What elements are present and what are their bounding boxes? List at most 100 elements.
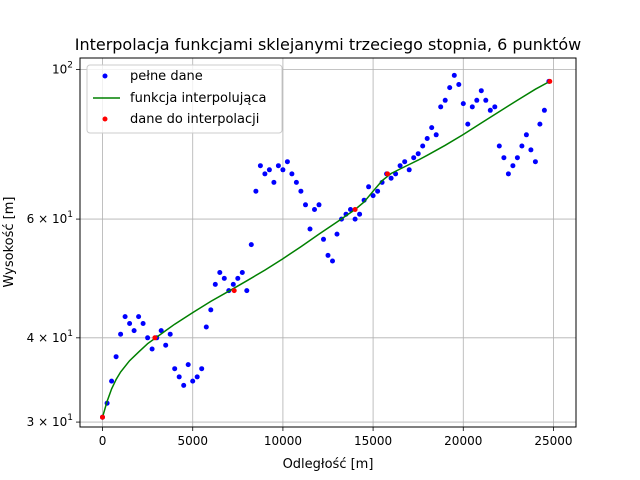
data-point-full <box>230 281 236 287</box>
data-point-full <box>370 193 376 199</box>
data-point-node <box>385 171 390 177</box>
data-point-full <box>465 121 471 127</box>
data-point-full <box>496 143 502 149</box>
legend-label-full-data: pełne dane <box>130 69 203 84</box>
data-point-full <box>460 101 466 107</box>
data-point-full <box>330 258 335 264</box>
data-point-full <box>239 270 245 275</box>
y-tick-base: 4 × 10 <box>27 331 68 345</box>
plot-series <box>100 72 553 420</box>
grid <box>80 58 576 427</box>
data-point-full <box>136 314 142 320</box>
legend: pełne dane funkcja interpolująca dane do… <box>86 64 283 134</box>
data-point-full <box>519 143 525 149</box>
data-point-full <box>523 132 529 138</box>
data-point-full <box>158 328 164 334</box>
data-point-full <box>334 231 340 237</box>
data-point-full <box>420 143 426 149</box>
data-point-full <box>487 107 493 113</box>
data-point-full <box>514 155 520 161</box>
data-point-full <box>244 288 250 294</box>
data-point-full <box>528 147 534 153</box>
data-point-full <box>415 151 421 157</box>
y-tick-base: 6 × 10 <box>27 212 68 226</box>
data-point-full <box>474 97 480 103</box>
x-tick-label: 15000 <box>354 434 392 448</box>
data-point-full <box>469 104 475 110</box>
data-point-full <box>271 179 277 185</box>
y-tick-base: 10 <box>52 62 67 76</box>
data-point-full <box>298 188 304 194</box>
legend-marker-nodes <box>102 116 108 122</box>
legend-label-nodes: dane do interpolacji <box>130 112 259 127</box>
x-tick-label: 25000 <box>534 434 572 448</box>
data-point-full <box>348 207 353 212</box>
data-point-full <box>122 314 128 320</box>
data-point-full <box>190 378 196 384</box>
data-point-full <box>303 202 308 208</box>
data-point-full <box>194 374 200 380</box>
data-point-full <box>266 167 272 173</box>
data-point-full <box>483 97 489 103</box>
data-point-full <box>532 159 538 165</box>
data-point-full <box>406 167 412 173</box>
data-point-full <box>262 171 268 177</box>
y-tick-label: 102 <box>52 60 73 76</box>
data-point-full <box>433 132 439 138</box>
data-point-full <box>438 104 444 110</box>
legend-marker-full-data <box>102 73 108 79</box>
legend-box <box>86 64 283 134</box>
data-point-full <box>253 188 259 194</box>
y-tick-base: 3 × 10 <box>27 415 68 429</box>
data-point-full <box>505 171 511 177</box>
data-point-full <box>212 281 218 287</box>
data-point-full <box>456 82 462 87</box>
data-point-full <box>411 155 417 161</box>
data-point-full <box>248 242 254 248</box>
data-point-full <box>167 331 173 337</box>
x-tick-label: 0 <box>99 434 107 448</box>
data-point-full <box>321 236 326 242</box>
data-point-full <box>510 163 516 169</box>
data-point-full <box>185 362 191 368</box>
data-point-full <box>208 307 214 313</box>
y-tick-label: 3 × 101 <box>27 413 73 429</box>
data-point-full <box>140 321 146 326</box>
x-tick-label: 20000 <box>444 434 482 448</box>
data-point-full <box>388 175 394 181</box>
data-point-full <box>217 270 223 275</box>
data-point-full <box>325 252 331 258</box>
data-point-full <box>235 275 241 281</box>
data-point-full <box>492 104 498 110</box>
data-point-full <box>402 159 408 165</box>
data-point-full <box>478 88 484 94</box>
series-line-interpolation <box>101 80 551 418</box>
data-point-full <box>181 382 187 388</box>
data-point-full <box>199 366 205 372</box>
data-point-full <box>293 179 299 185</box>
y-tick-exponent: 2 <box>67 60 73 70</box>
data-point-full <box>541 107 547 113</box>
data-point-full <box>163 342 169 348</box>
data-point-full <box>429 125 435 131</box>
data-point-full <box>284 159 290 165</box>
data-point-full <box>289 171 295 177</box>
data-point-full <box>203 324 209 330</box>
y-tick-label: 4 × 101 <box>27 329 73 345</box>
data-point-full <box>501 155 507 161</box>
data-point-full <box>257 163 263 169</box>
data-point-full <box>312 207 317 212</box>
data-point-full <box>352 216 358 222</box>
data-point-node <box>152 335 158 341</box>
data-point-full <box>316 202 322 208</box>
data-point-full <box>145 335 151 341</box>
data-point-node <box>352 207 358 212</box>
data-point-full <box>172 366 178 372</box>
data-point-full <box>397 163 403 169</box>
data-point-full <box>176 374 182 380</box>
x-axis-label: Odległość [m] <box>283 457 374 472</box>
legend-label-interpolation: funkcja interpolująca <box>130 91 266 106</box>
data-point-full <box>375 188 381 194</box>
data-point-full <box>149 346 155 352</box>
